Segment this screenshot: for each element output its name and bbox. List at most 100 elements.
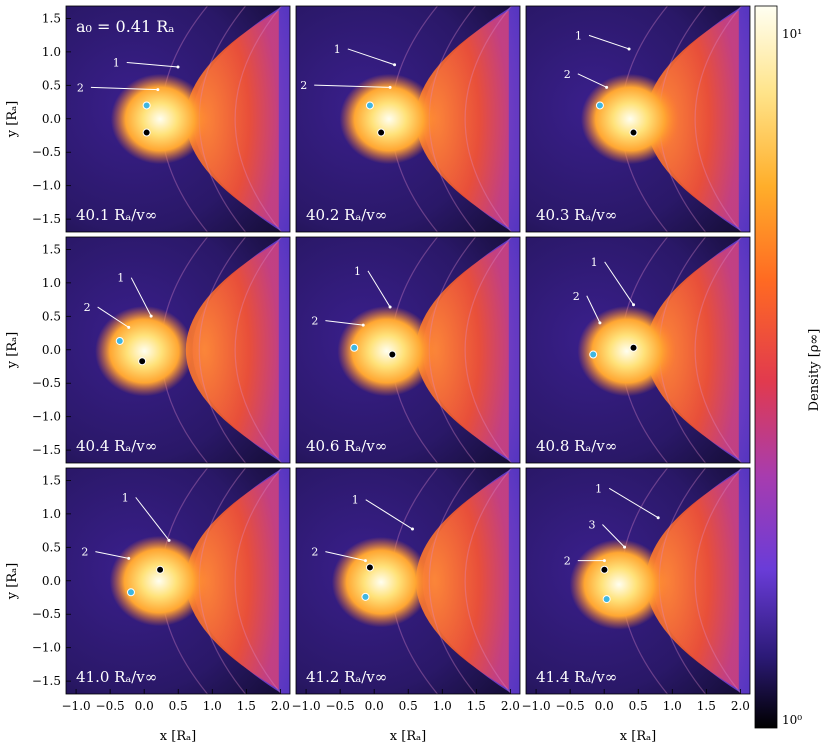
shell-arc <box>464 6 513 232</box>
y-tick-label: 0.5 <box>42 78 61 92</box>
y-tick-label: 0.0 <box>42 574 61 588</box>
shocked-gas-region <box>645 10 739 228</box>
shocked-gas-region <box>645 241 739 459</box>
parameter-label: a₀ = 0.41 Rₐ <box>76 17 174 36</box>
hot-core-glow <box>95 305 194 397</box>
annotation-label: 1 <box>595 482 602 495</box>
x-tick-label: 1.0 <box>433 699 452 713</box>
annotation-line <box>365 499 413 530</box>
y-tick-label: 0.0 <box>42 343 61 357</box>
simulation-panel: 1 3 2 41.4 Rₐ/v∞ <box>525 467 751 695</box>
annotation-label: 2 <box>311 546 318 559</box>
y-axis-label: y [Rₐ] <box>5 101 20 138</box>
panel-frame <box>295 5 521 233</box>
annotation-point <box>627 47 631 51</box>
primary-star-marker <box>142 128 151 137</box>
annotation-line <box>126 62 179 68</box>
simulation-panel: 1 2 40.1 Rₐ/v∞ a₀ = 0.41 Rₐ <box>65 5 291 233</box>
shocked-gas-region <box>645 472 739 690</box>
shell-arc <box>198 237 247 463</box>
shocked-gas-region <box>185 472 279 690</box>
x-axis-label: x [Rₐ] <box>620 729 656 744</box>
time-label: 40.3 Rₐ/v∞ <box>536 206 617 224</box>
annotation-label: 2 <box>81 546 88 559</box>
secondary-star-marker <box>595 101 604 110</box>
y-axis-label: y [Rₐ] <box>5 563 20 600</box>
y-tick-label: −0.5 <box>32 376 61 390</box>
annotation-line <box>367 270 391 308</box>
simulation-panel: 1 2 40.3 Rₐ/v∞ <box>525 5 751 233</box>
y-tick-label: −1.0 <box>32 410 61 424</box>
x-tick-label: −0.5 <box>556 699 585 713</box>
time-label: 40.2 Rₐ/v∞ <box>306 206 387 224</box>
x-axis-label: x [Rₐ] <box>390 729 426 744</box>
simulation-panel: 1 2 41.0 Rₐ/v∞ <box>65 467 291 695</box>
x-tick-label: 0.0 <box>595 699 614 713</box>
hot-core-glow <box>577 305 677 397</box>
hot-core-glow <box>337 305 436 397</box>
secondary-star-marker <box>126 588 135 597</box>
primary-star-marker <box>629 128 638 137</box>
y-tick-label: 1.5 <box>42 473 61 487</box>
annotation-label: 2 <box>84 301 91 314</box>
annotation-point <box>623 545 627 549</box>
x-tick-label: 2.0 <box>731 699 750 713</box>
annotation-label: 2 <box>311 315 318 328</box>
x-tick-label: 1.5 <box>697 699 716 713</box>
primary-star-marker <box>600 565 609 574</box>
x-tick-label: 0.5 <box>169 699 188 713</box>
time-label: 40.4 Rₐ/v∞ <box>76 437 157 455</box>
panel-frame <box>295 236 521 464</box>
hot-core-glow <box>569 539 669 630</box>
annotation-point <box>363 559 367 563</box>
annotation-label: 3 <box>588 519 595 532</box>
annotation-point <box>127 556 131 560</box>
annotation-point <box>361 323 365 327</box>
annotation-label: 1 <box>591 256 598 269</box>
annotation-line <box>314 84 391 88</box>
annotation-label: 2 <box>77 81 84 94</box>
colorbar-gradient <box>754 5 778 729</box>
annotation-line <box>347 48 395 66</box>
y-axis-label: y [Rₐ] <box>5 332 20 369</box>
time-label: 41.2 Rₐ/v∞ <box>306 668 387 686</box>
annotation-line <box>95 551 129 559</box>
annotation-label: 2 <box>564 555 571 568</box>
secondary-star-marker <box>589 350 598 359</box>
secondary-star-marker <box>365 101 374 110</box>
x-tick-label: −1.0 <box>62 699 91 713</box>
primary-star-marker <box>377 128 386 137</box>
primary-star-marker <box>629 343 638 352</box>
shell-arc <box>234 237 283 463</box>
time-label: 41.0 Rₐ/v∞ <box>76 668 157 686</box>
y-tick-label: 1.0 <box>42 45 61 59</box>
shocked-gas-region <box>415 10 509 228</box>
y-tick-label: 1.0 <box>42 276 61 290</box>
annotation-line <box>588 34 630 50</box>
y-tick-label: 1.5 <box>42 242 61 256</box>
simulation-panel: 1 2 40.4 Rₐ/v∞ <box>65 236 291 464</box>
secondary-star-marker <box>361 592 370 601</box>
annotation-line <box>325 551 366 562</box>
annotation-point <box>410 527 414 531</box>
annotation-point <box>598 321 602 325</box>
annotation-line <box>604 261 634 306</box>
annotation-label: 1 <box>334 43 341 56</box>
x-tick-label: 0.5 <box>399 699 418 713</box>
y-tick-label: −1.5 <box>32 212 61 226</box>
secondary-star-marker <box>142 101 151 110</box>
annotation-line <box>602 524 625 548</box>
hot-core-glow <box>110 73 210 165</box>
y-tick-label: 1.5 <box>42 11 61 25</box>
annotation-label: 2 <box>564 68 571 81</box>
primary-star-marker <box>138 357 147 366</box>
x-tick-label: 2.0 <box>501 699 520 713</box>
annotation-line <box>577 73 607 88</box>
colorbar-label: Density [ρ∞] <box>807 329 822 412</box>
annotation-line <box>90 86 158 91</box>
time-label: 40.1 Rₐ/v∞ <box>76 206 157 224</box>
panel-frame <box>525 236 751 464</box>
y-tick-label: 0.0 <box>42 112 61 126</box>
shell-arc <box>464 237 513 463</box>
